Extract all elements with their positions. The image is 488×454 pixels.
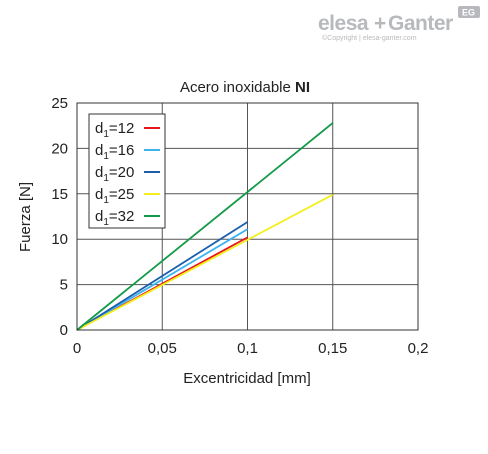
brand-badge-icon <box>458 6 480 18</box>
series-line <box>76 193 334 331</box>
chart-series <box>76 122 334 331</box>
legend-label: d1=32 <box>95 208 134 228</box>
legend-label: d1=25 <box>95 186 134 206</box>
y-tick-label: 0 <box>60 322 68 339</box>
y-tick-labels: 0 5 10 15 20 25 <box>51 95 68 339</box>
y-tick-label: 15 <box>51 186 68 203</box>
y-tick-label: 20 <box>51 140 68 157</box>
series-line <box>76 228 248 331</box>
y-axis-title: Fuerza [N] <box>17 182 34 252</box>
y-tick-label: 25 <box>51 95 68 112</box>
x-axis-title: Excentricidad [mm] <box>183 370 311 387</box>
chart-title-main: Acero inoxidable <box>180 79 295 96</box>
brand-plus: + <box>374 12 386 35</box>
x-tick-labels: 0 0,05 0,1 0,15 0,2 <box>73 340 429 357</box>
chart-title: Acero inoxidable NI <box>180 79 310 96</box>
brand-copyright: ©Copyright | elesa-ganter.com <box>322 34 417 42</box>
x-tick-label: 0,2 <box>408 340 429 357</box>
brand-name-elesa: elesa <box>318 12 369 35</box>
legend-label: d1=12 <box>95 120 134 140</box>
x-tick-label: 0,15 <box>318 340 347 357</box>
y-tick-label: 5 <box>60 277 68 294</box>
series-line <box>76 122 334 331</box>
chart-title-bold: NI <box>295 79 310 96</box>
brand-name-ganter: Ganter <box>388 12 453 35</box>
series-line <box>76 221 248 331</box>
brand-badge-text: EG <box>462 8 475 18</box>
x-tick-label: 0,1 <box>237 340 258 357</box>
legend-label: d1=20 <box>95 164 134 184</box>
x-tick-label: 0,05 <box>148 340 177 357</box>
x-tick-label: 0 <box>73 340 81 357</box>
y-tick-label: 10 <box>51 231 68 248</box>
legend-label: d1=16 <box>95 142 134 162</box>
plot-frame <box>76 102 419 331</box>
elesa-ganter-logo: elesa + Ganter EG ©Copyright | elesa-gan… <box>318 6 480 42</box>
